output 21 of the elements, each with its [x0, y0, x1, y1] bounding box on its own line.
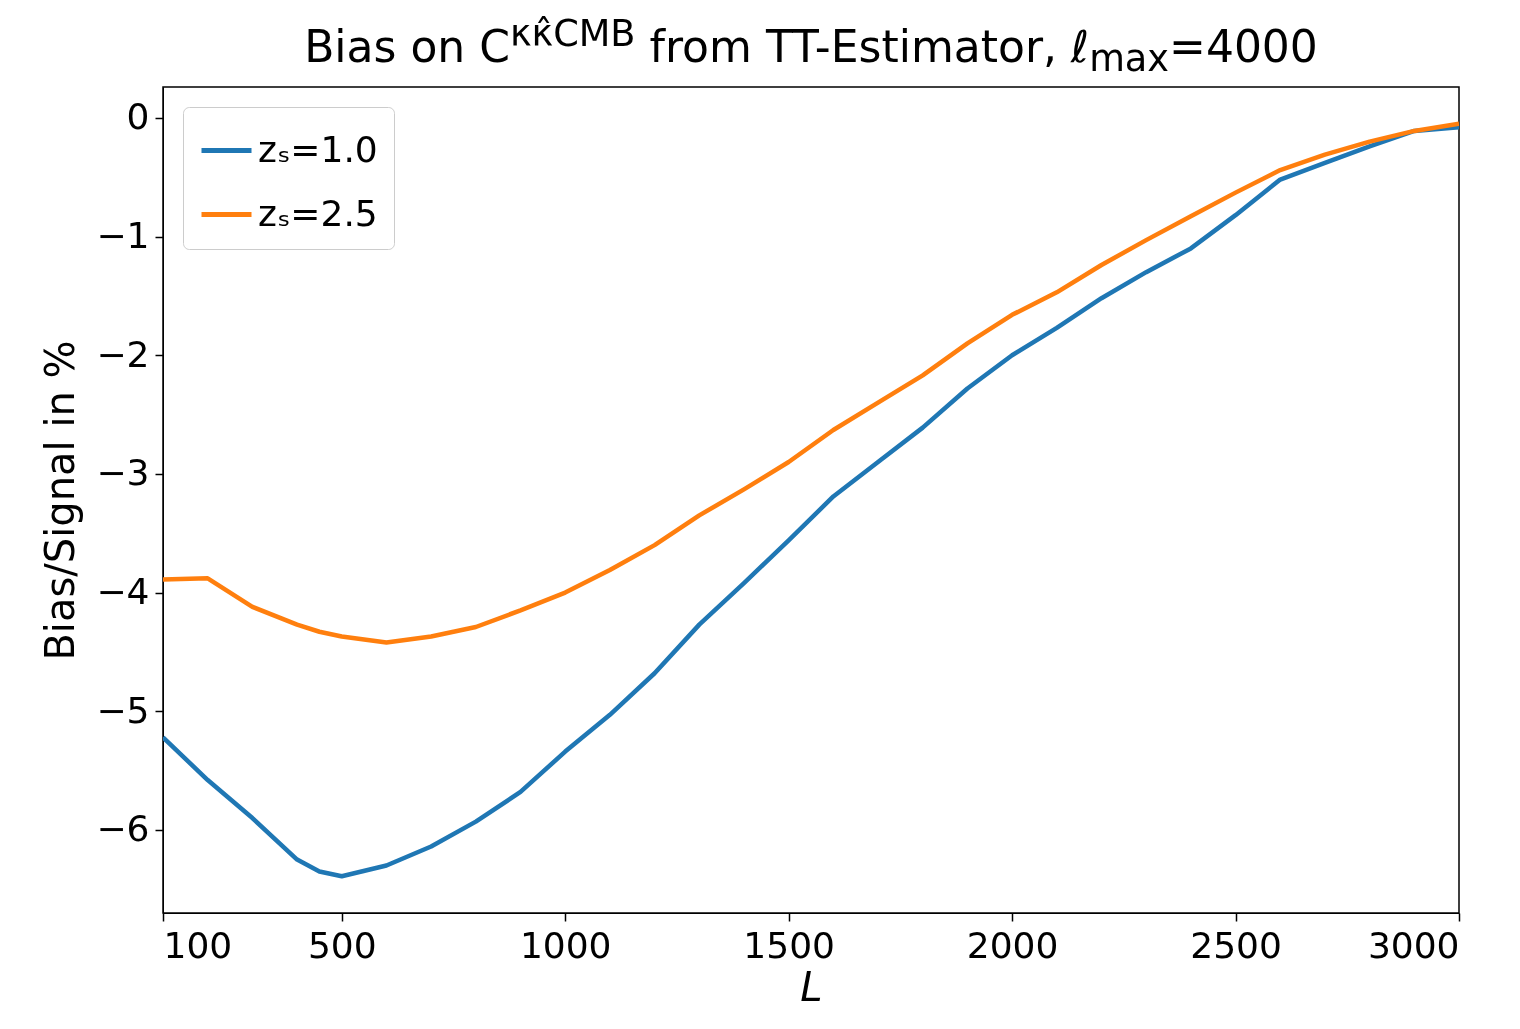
y-tick-label: −6: [96, 808, 150, 850]
y-tick-label: −3: [96, 452, 150, 494]
x-tick-label: 100: [163, 924, 233, 966]
y-axis-title: Bias/Signal in %: [37, 340, 84, 661]
y-tick-label: −5: [96, 689, 150, 731]
y-tick-label: −1: [96, 215, 150, 257]
y-tick-label: −4: [96, 571, 150, 613]
x-tick-label: 500: [307, 924, 377, 966]
x-tick-label: 2000: [966, 924, 1059, 966]
y-tick-label: 0: [126, 96, 150, 138]
legend-label: zₛ=2.5: [258, 192, 378, 234]
line-series: [163, 125, 1459, 879]
x-tick-label: 2500: [1190, 924, 1282, 966]
x-tick-label: 1000: [519, 924, 612, 966]
x-tick-label: 1500: [743, 924, 835, 966]
y-tick-label: −2: [96, 333, 150, 375]
line-series: [163, 121, 1459, 645]
x-axis-title: L: [800, 963, 823, 1010]
x-tick-label: 3000: [1367, 924, 1460, 966]
chart-title: Bias on C$^{κκ̂CMB}$ from TT-Estimator, ℓ$_{max}$=4000: [303, 12, 1319, 81]
legend-label: zₛ=1.0: [258, 128, 378, 170]
